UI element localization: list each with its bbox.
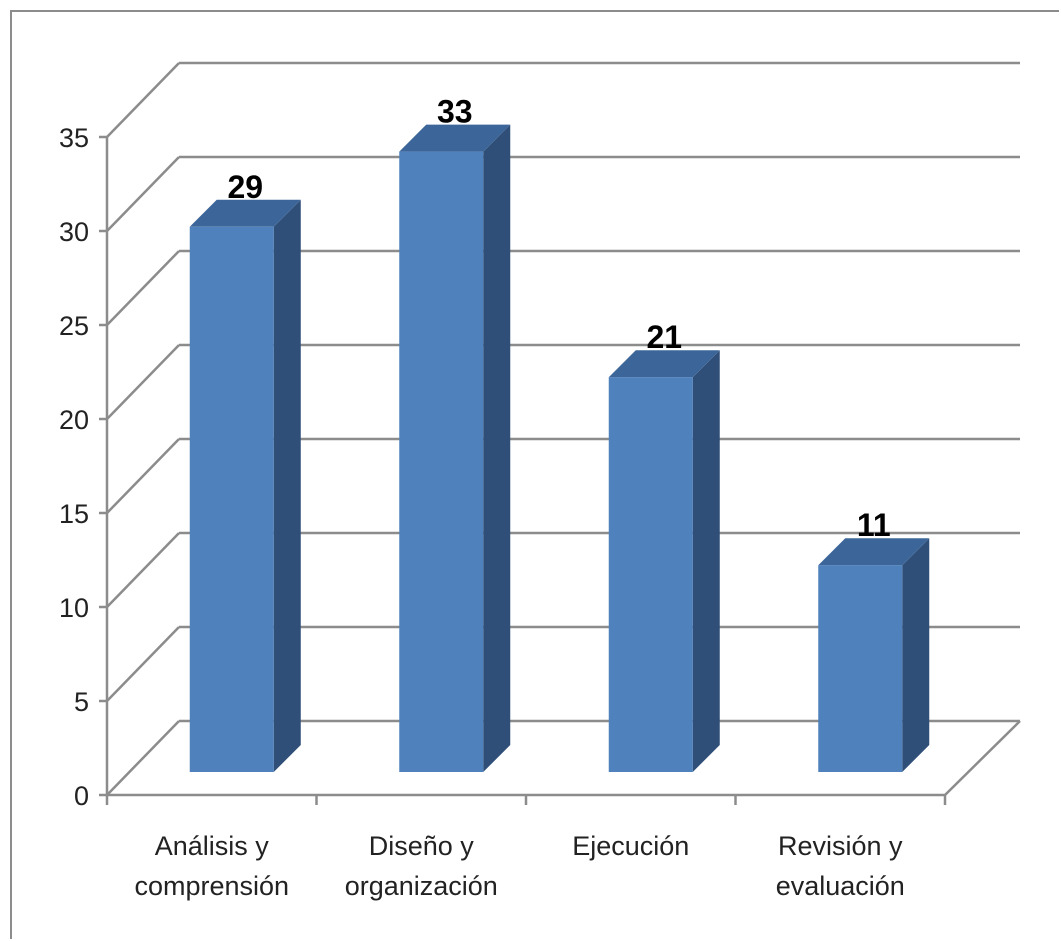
chart-frame [10,10,1059,939]
y-tick-label: 5 [74,687,89,717]
y-tick-label: 30 [59,217,89,247]
bar-side [902,538,930,772]
y-tick-label: 20 [59,405,89,435]
y-tick-label: 35 [59,123,89,153]
data-label: 11 [857,507,891,543]
bar-top [608,350,720,378]
gridline-depth [106,626,180,702]
bar [818,565,903,772]
x-tick-label: Análisis y [155,831,270,861]
y-tick-label: 0 [74,781,89,811]
bar-side [483,124,511,773]
gridline-depth [106,720,180,796]
x-tick-label: comprensión [134,871,289,901]
gridline-depth [106,532,180,608]
bar-top [189,199,301,227]
x-tick-label: organización [345,871,498,901]
bar-top [399,124,511,152]
x-tick-label: evaluación [776,871,905,901]
bar [399,151,484,773]
data-label: 21 [646,319,682,355]
data-label: 33 [437,94,473,130]
data-label: 29 [227,169,263,205]
y-tick-label: 10 [59,593,89,623]
bar-side [273,199,301,773]
y-tick-label: 25 [59,311,89,341]
x-tick-label: Ejecución [572,831,689,861]
bar-top [818,538,930,566]
bar-side [692,350,720,772]
x-tick-label: Revisión y [778,831,903,861]
bar [189,226,274,773]
gridline-depth [106,250,180,326]
gridline-depth [106,156,180,232]
y-tick-label: 15 [59,499,89,529]
gridline-depth [106,344,180,420]
x-tick-label: Diseño y [369,831,475,861]
bar [608,377,693,772]
gridline-depth [106,62,180,138]
gridline-depth [106,438,180,514]
